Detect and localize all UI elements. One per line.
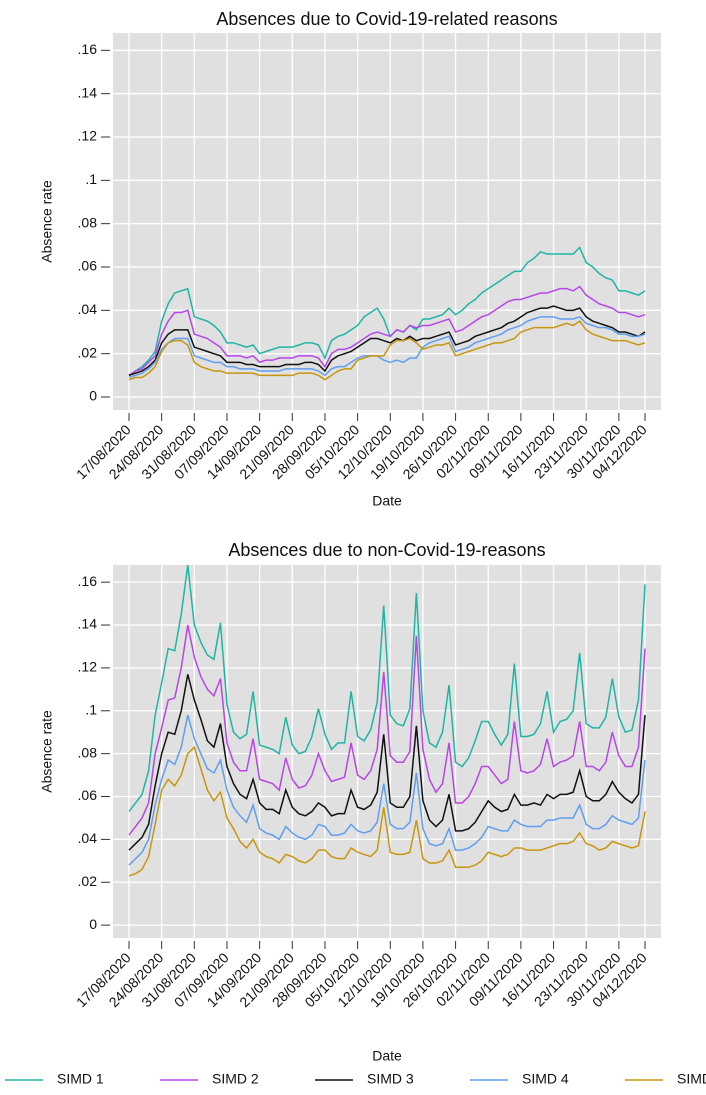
y-tick-label: .16	[78, 573, 98, 589]
y-axis-label: Absence rate	[39, 180, 55, 263]
series-line	[128, 564, 646, 812]
plot-background	[113, 33, 661, 410]
y-tick-label: .08	[78, 214, 98, 230]
series-line	[128, 246, 646, 376]
x-axis-label: Date	[372, 493, 402, 509]
y-tick-label: .08	[78, 744, 98, 760]
y-tick-label: .12	[78, 128, 98, 144]
legend-label: SIMD 1	[57, 1071, 104, 1087]
x-axis-label: Date	[372, 1048, 402, 1064]
series-line	[128, 315, 646, 379]
y-tick-label: .1	[85, 701, 97, 717]
series-line	[128, 674, 646, 851]
legend-label: SIMD 5	[677, 1071, 706, 1087]
y-tick-label: .02	[78, 873, 98, 889]
chart-title: Absences due to non-Covid-19-reasons	[228, 540, 545, 560]
chart-title: Absences due to Covid-19-related reasons	[216, 9, 557, 29]
y-tick-label: .02	[78, 344, 98, 360]
legend-label: SIMD 3	[367, 1071, 414, 1087]
series-line	[128, 305, 646, 377]
legend-label: SIMD 4	[522, 1071, 569, 1087]
y-tick-label: 0	[89, 916, 97, 932]
y-tick-label: .1	[85, 171, 97, 187]
y-tick-label: .06	[78, 787, 98, 803]
y-tick-label: .12	[78, 659, 98, 675]
y-tick-label: 0	[89, 388, 97, 404]
y-tick-label: .14	[78, 616, 98, 632]
series-line	[128, 320, 646, 381]
y-tick-label: .14	[78, 84, 98, 100]
y-tick-label: .04	[78, 830, 98, 846]
series-line	[128, 745, 646, 877]
y-tick-label: .06	[78, 258, 98, 274]
series-line	[128, 624, 646, 836]
series-line	[128, 714, 646, 866]
series-line	[128, 285, 646, 376]
y-axis-label: Absence rate	[39, 710, 55, 793]
y-tick-label: .16	[78, 41, 98, 57]
plot-background	[113, 565, 661, 938]
legend-label: SIMD 2	[212, 1071, 259, 1087]
y-tick-label: .04	[78, 301, 98, 317]
